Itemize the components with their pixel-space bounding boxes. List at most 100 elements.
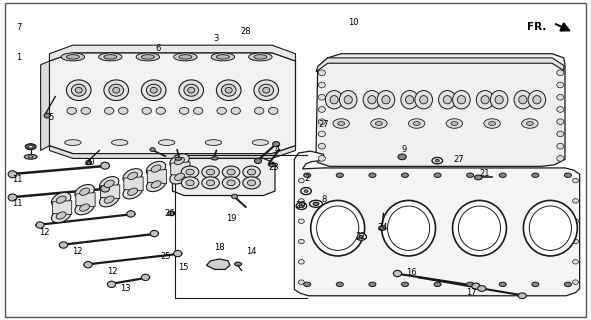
Ellipse shape: [174, 251, 182, 257]
Ellipse shape: [249, 53, 272, 61]
Ellipse shape: [443, 96, 452, 104]
Ellipse shape: [235, 262, 242, 266]
Ellipse shape: [211, 157, 218, 160]
Ellipse shape: [75, 200, 94, 215]
Ellipse shape: [304, 190, 308, 192]
Ellipse shape: [255, 158, 262, 164]
Ellipse shape: [174, 173, 184, 180]
Ellipse shape: [222, 166, 240, 178]
Text: 8: 8: [321, 195, 326, 204]
Ellipse shape: [368, 96, 376, 104]
Ellipse shape: [128, 172, 138, 180]
Ellipse shape: [151, 165, 161, 172]
Ellipse shape: [179, 55, 192, 59]
Ellipse shape: [377, 91, 395, 109]
Ellipse shape: [66, 55, 79, 59]
Ellipse shape: [119, 107, 128, 114]
Ellipse shape: [216, 80, 241, 100]
Ellipse shape: [252, 140, 268, 145]
Text: 26: 26: [164, 209, 175, 218]
Ellipse shape: [142, 107, 151, 114]
Text: 1: 1: [17, 53, 22, 62]
Ellipse shape: [123, 185, 142, 199]
Ellipse shape: [104, 180, 114, 188]
Ellipse shape: [255, 107, 264, 114]
Ellipse shape: [532, 96, 541, 104]
Ellipse shape: [51, 192, 71, 207]
Ellipse shape: [434, 282, 441, 287]
Ellipse shape: [519, 96, 527, 104]
Ellipse shape: [564, 282, 571, 287]
Ellipse shape: [141, 274, 150, 281]
Ellipse shape: [100, 162, 109, 169]
Text: 9: 9: [401, 145, 407, 154]
Polygon shape: [206, 259, 230, 269]
Ellipse shape: [339, 91, 357, 109]
Ellipse shape: [299, 205, 303, 207]
Ellipse shape: [532, 173, 539, 178]
Text: 2: 2: [304, 174, 310, 183]
Ellipse shape: [67, 107, 76, 114]
Text: 12: 12: [72, 247, 83, 257]
Ellipse shape: [573, 280, 579, 284]
Ellipse shape: [231, 107, 241, 114]
Ellipse shape: [28, 156, 33, 158]
Ellipse shape: [217, 107, 226, 114]
Ellipse shape: [319, 70, 326, 76]
Text: 13: 13: [121, 284, 131, 293]
Ellipse shape: [573, 260, 579, 264]
Text: 5: 5: [48, 113, 53, 122]
Ellipse shape: [344, 96, 352, 104]
Ellipse shape: [408, 119, 425, 128]
Ellipse shape: [151, 181, 161, 188]
Text: 6: 6: [155, 44, 161, 53]
Ellipse shape: [150, 148, 155, 151]
Ellipse shape: [398, 154, 406, 160]
Ellipse shape: [75, 185, 94, 199]
Polygon shape: [53, 201, 72, 215]
Ellipse shape: [206, 169, 215, 175]
Ellipse shape: [401, 282, 408, 287]
Ellipse shape: [557, 143, 564, 149]
Ellipse shape: [382, 96, 390, 104]
Ellipse shape: [158, 140, 175, 145]
Ellipse shape: [8, 171, 17, 178]
Ellipse shape: [489, 122, 496, 125]
Ellipse shape: [557, 131, 564, 137]
Ellipse shape: [86, 160, 92, 165]
Ellipse shape: [112, 140, 128, 145]
Text: 22: 22: [356, 232, 366, 241]
Ellipse shape: [100, 185, 109, 192]
Ellipse shape: [453, 91, 470, 109]
Ellipse shape: [243, 177, 261, 189]
Ellipse shape: [232, 194, 238, 199]
Ellipse shape: [379, 226, 386, 231]
Ellipse shape: [99, 177, 119, 191]
Ellipse shape: [573, 178, 579, 183]
Ellipse shape: [420, 96, 428, 104]
Ellipse shape: [147, 84, 161, 96]
Ellipse shape: [451, 122, 458, 125]
Ellipse shape: [363, 91, 381, 109]
Ellipse shape: [557, 94, 564, 100]
Text: 23: 23: [268, 164, 278, 172]
Polygon shape: [316, 58, 564, 72]
Ellipse shape: [194, 107, 203, 114]
Ellipse shape: [434, 173, 441, 178]
Ellipse shape: [179, 80, 203, 100]
Ellipse shape: [64, 140, 81, 145]
Ellipse shape: [557, 156, 564, 161]
Ellipse shape: [248, 169, 256, 175]
Ellipse shape: [254, 80, 278, 100]
Polygon shape: [76, 193, 95, 207]
Ellipse shape: [268, 107, 278, 114]
Text: 16: 16: [406, 268, 417, 277]
Ellipse shape: [484, 119, 501, 128]
Ellipse shape: [432, 157, 443, 164]
Ellipse shape: [61, 53, 85, 61]
Ellipse shape: [56, 196, 66, 203]
Text: 17: 17: [466, 288, 476, 297]
Ellipse shape: [81, 107, 90, 114]
Ellipse shape: [113, 87, 120, 93]
Ellipse shape: [356, 233, 366, 240]
